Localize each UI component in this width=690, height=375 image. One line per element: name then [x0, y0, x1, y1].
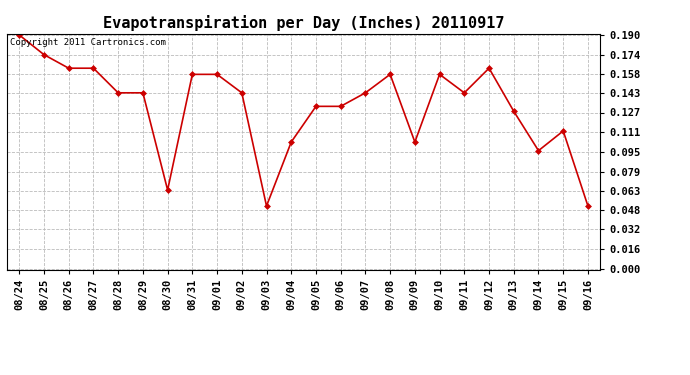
Title: Evapotranspiration per Day (Inches) 20110917: Evapotranspiration per Day (Inches) 2011…: [103, 15, 504, 31]
Text: Copyright 2011 Cartronics.com: Copyright 2011 Cartronics.com: [10, 39, 166, 48]
